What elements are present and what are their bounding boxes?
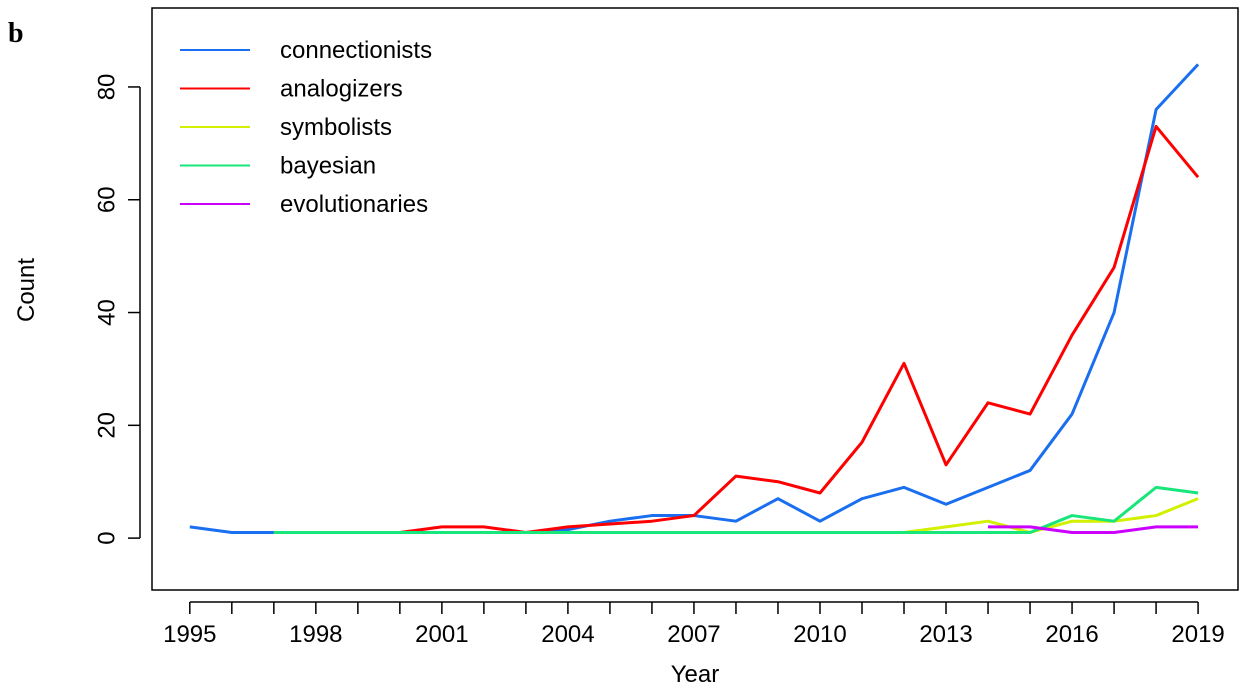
series-line [988,525,1199,534]
series-line [273,497,1199,534]
y-tick-label: 0 [93,531,120,544]
panel-label: b [8,18,24,49]
legend-label: evolutionaries [280,191,428,218]
series-line [399,124,1200,534]
x-tick-label: 2019 [1171,621,1224,648]
x-tick-label: 2001 [415,621,468,648]
legend-label: symbolists [280,114,392,141]
x-tick-label: 2016 [1045,621,1098,648]
x-tick-label: 1995 [163,621,216,648]
series-line [273,485,1199,534]
y-tick-label: 20 [93,412,120,439]
legend-label: connectionists [280,37,432,64]
y-axis-label: Count [13,258,40,322]
y-tick-label: 80 [93,74,120,101]
x-axis-label: Year [671,661,720,688]
x-tick-label: 2010 [793,621,846,648]
x-tick-label: 2007 [667,621,720,648]
x-tick-label: 1998 [289,621,342,648]
plot-frame [151,7,1239,591]
y-tick-label: 40 [93,299,120,326]
x-tick-label: 2004 [541,621,594,648]
x-tick-label: 2013 [919,621,972,648]
y-tick-label: 60 [93,186,120,213]
legend-label: bayesian [280,153,376,180]
legend-label: analogizers [280,76,403,103]
